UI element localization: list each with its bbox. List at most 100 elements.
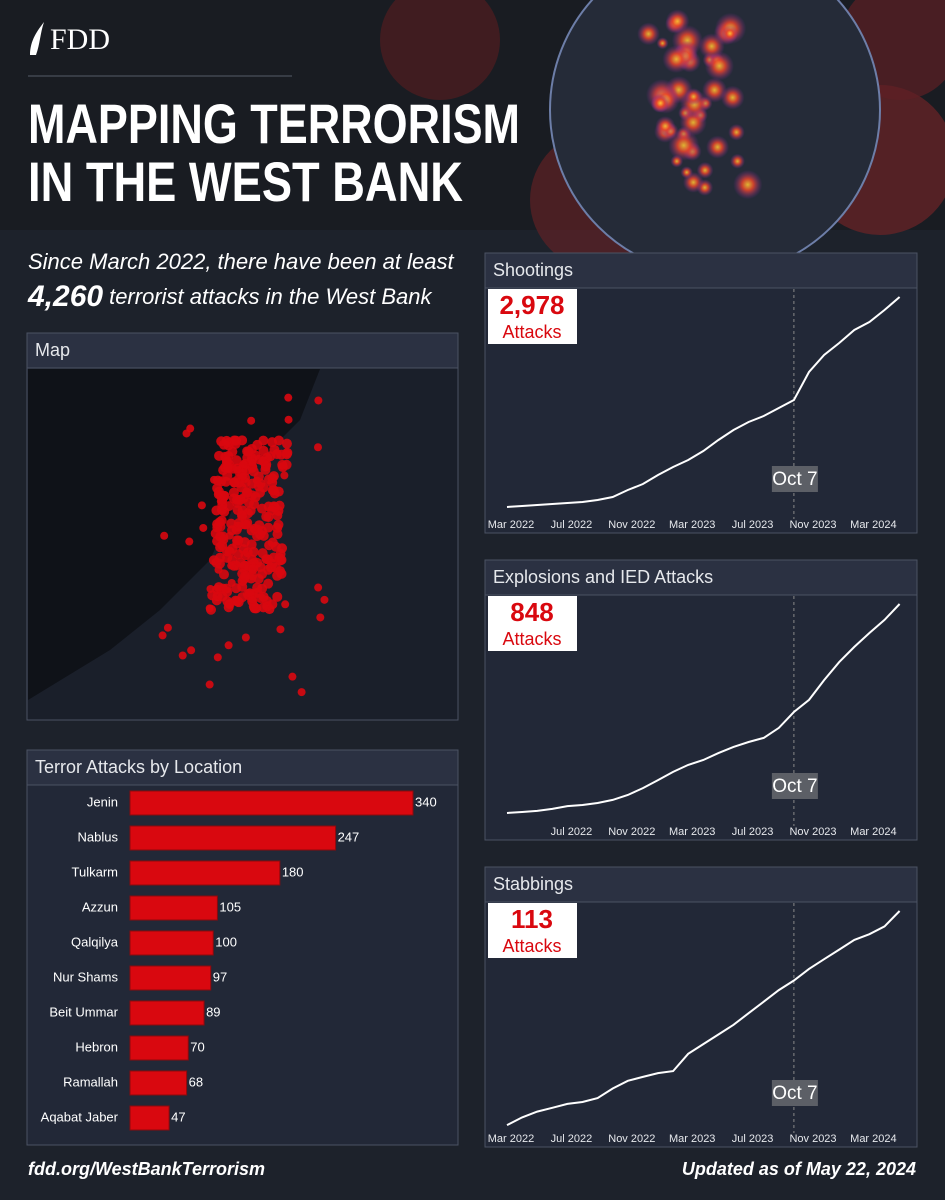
incident-dot (230, 435, 241, 446)
title-line: IN THE WEST BANK (28, 150, 463, 213)
hotspot (668, 129, 700, 161)
x-tick-label: Jul 2023 (732, 519, 774, 531)
incident-dot (314, 583, 323, 592)
incident-dot (221, 435, 232, 446)
panel-header (484, 559, 918, 596)
line (506, 910, 901, 1126)
hotspot (733, 170, 763, 200)
bar (129, 895, 218, 921)
bar (129, 1105, 170, 1131)
incident-dot (197, 501, 206, 510)
y-tick-label: Qalqilya (71, 934, 119, 949)
total-box (488, 596, 577, 651)
y-tick-label: Beit Ummar (49, 1004, 118, 1019)
incident-dot (316, 613, 325, 622)
total-unit: Attacks (502, 629, 561, 649)
x-tick-label: Nov 2023 (789, 826, 836, 838)
bar (129, 860, 281, 886)
incident-dot (158, 631, 167, 640)
incident-dot (229, 477, 240, 488)
incident-dot (284, 393, 293, 402)
incident-dot (263, 564, 274, 575)
incident-dot (206, 584, 215, 593)
incident-dot (252, 476, 261, 485)
y-tick-label: Nablus (78, 829, 119, 844)
incident-dot (233, 518, 244, 529)
incident-dot (214, 552, 225, 563)
incident-dot (271, 449, 282, 460)
incident-dot (238, 544, 249, 555)
incident-dot (247, 416, 256, 425)
incident-dot (227, 561, 236, 570)
incident-dot (213, 489, 224, 500)
x-tick-label: Nov 2022 (608, 519, 655, 531)
incident-dot (187, 646, 196, 655)
incident-dot (231, 455, 242, 466)
hotspot (662, 45, 691, 74)
y-tick-label: Aqabat Jaber (41, 1109, 119, 1124)
bar (129, 1000, 205, 1026)
x-tick-label: Mar 2024 (850, 1133, 896, 1145)
incident-dot (237, 509, 248, 520)
hotspot (637, 22, 660, 46)
incident-dot (248, 601, 259, 612)
incident-dot (217, 591, 228, 602)
incident-dot (205, 604, 214, 613)
incident-dot (235, 557, 246, 568)
incident-dot (313, 443, 322, 452)
y-tick-label: Tulkarm (72, 864, 118, 879)
hotspot (680, 166, 693, 179)
x-tick-label: Mar 2023 (669, 519, 715, 531)
incident-dot (272, 591, 283, 602)
y-tick-label: Nur Shams (53, 969, 119, 984)
total-value: 848 (510, 597, 553, 627)
footer-url: fdd.org/WestBankTerrorism (28, 1159, 265, 1179)
annotation: Oct 7 (772, 1083, 817, 1104)
x-tick-label: Mar 2024 (850, 826, 896, 838)
incident-dot (241, 633, 250, 642)
incident-dot (231, 494, 242, 505)
incident-dot (320, 595, 329, 604)
data-label: 68 (189, 1074, 203, 1089)
data-label: 105 (219, 899, 241, 914)
hotspot (696, 161, 714, 179)
incident-dot (256, 503, 267, 514)
x-tick-label: Nov 2022 (608, 826, 655, 838)
incident-dot (288, 672, 297, 681)
incident-dot (281, 438, 292, 449)
hotspot (720, 85, 745, 110)
y-tick-label: Ramallah (63, 1074, 118, 1089)
map-incidents (158, 393, 329, 697)
hotspot (702, 77, 727, 103)
data-label: 89 (206, 1004, 220, 1019)
incident-dot (213, 653, 222, 662)
summary-line: Since March 2022, there have been at lea… (28, 249, 454, 274)
bar (129, 965, 212, 991)
incident-dot (163, 623, 172, 632)
x-tick-label: Jul 2022 (551, 1133, 593, 1145)
incident-dot (267, 537, 278, 548)
footer-updated: Updated as of May 22, 2024 (682, 1159, 916, 1179)
hotspot (730, 153, 745, 169)
data-label: 247 (338, 829, 360, 844)
y-tick-label: Hebron (75, 1039, 118, 1054)
data-label: 47 (171, 1109, 185, 1124)
incident-dot (185, 537, 194, 546)
panel-title: Map (35, 340, 70, 360)
annotation-box (771, 773, 818, 799)
total-value: 113 (511, 904, 553, 934)
incident-dot (281, 459, 292, 470)
incident-dot (221, 583, 232, 594)
incident-dot (272, 522, 283, 533)
incident-dot (223, 602, 234, 613)
bar (129, 1035, 189, 1061)
incident-dot (253, 573, 264, 584)
total-box (488, 289, 577, 344)
incident-dot (224, 641, 233, 650)
incident-dot (217, 540, 228, 551)
incident-dot (160, 531, 169, 540)
y-tick-label: Jenin (87, 794, 118, 809)
bar (129, 930, 214, 956)
summary-count: 4,260 (27, 280, 103, 313)
